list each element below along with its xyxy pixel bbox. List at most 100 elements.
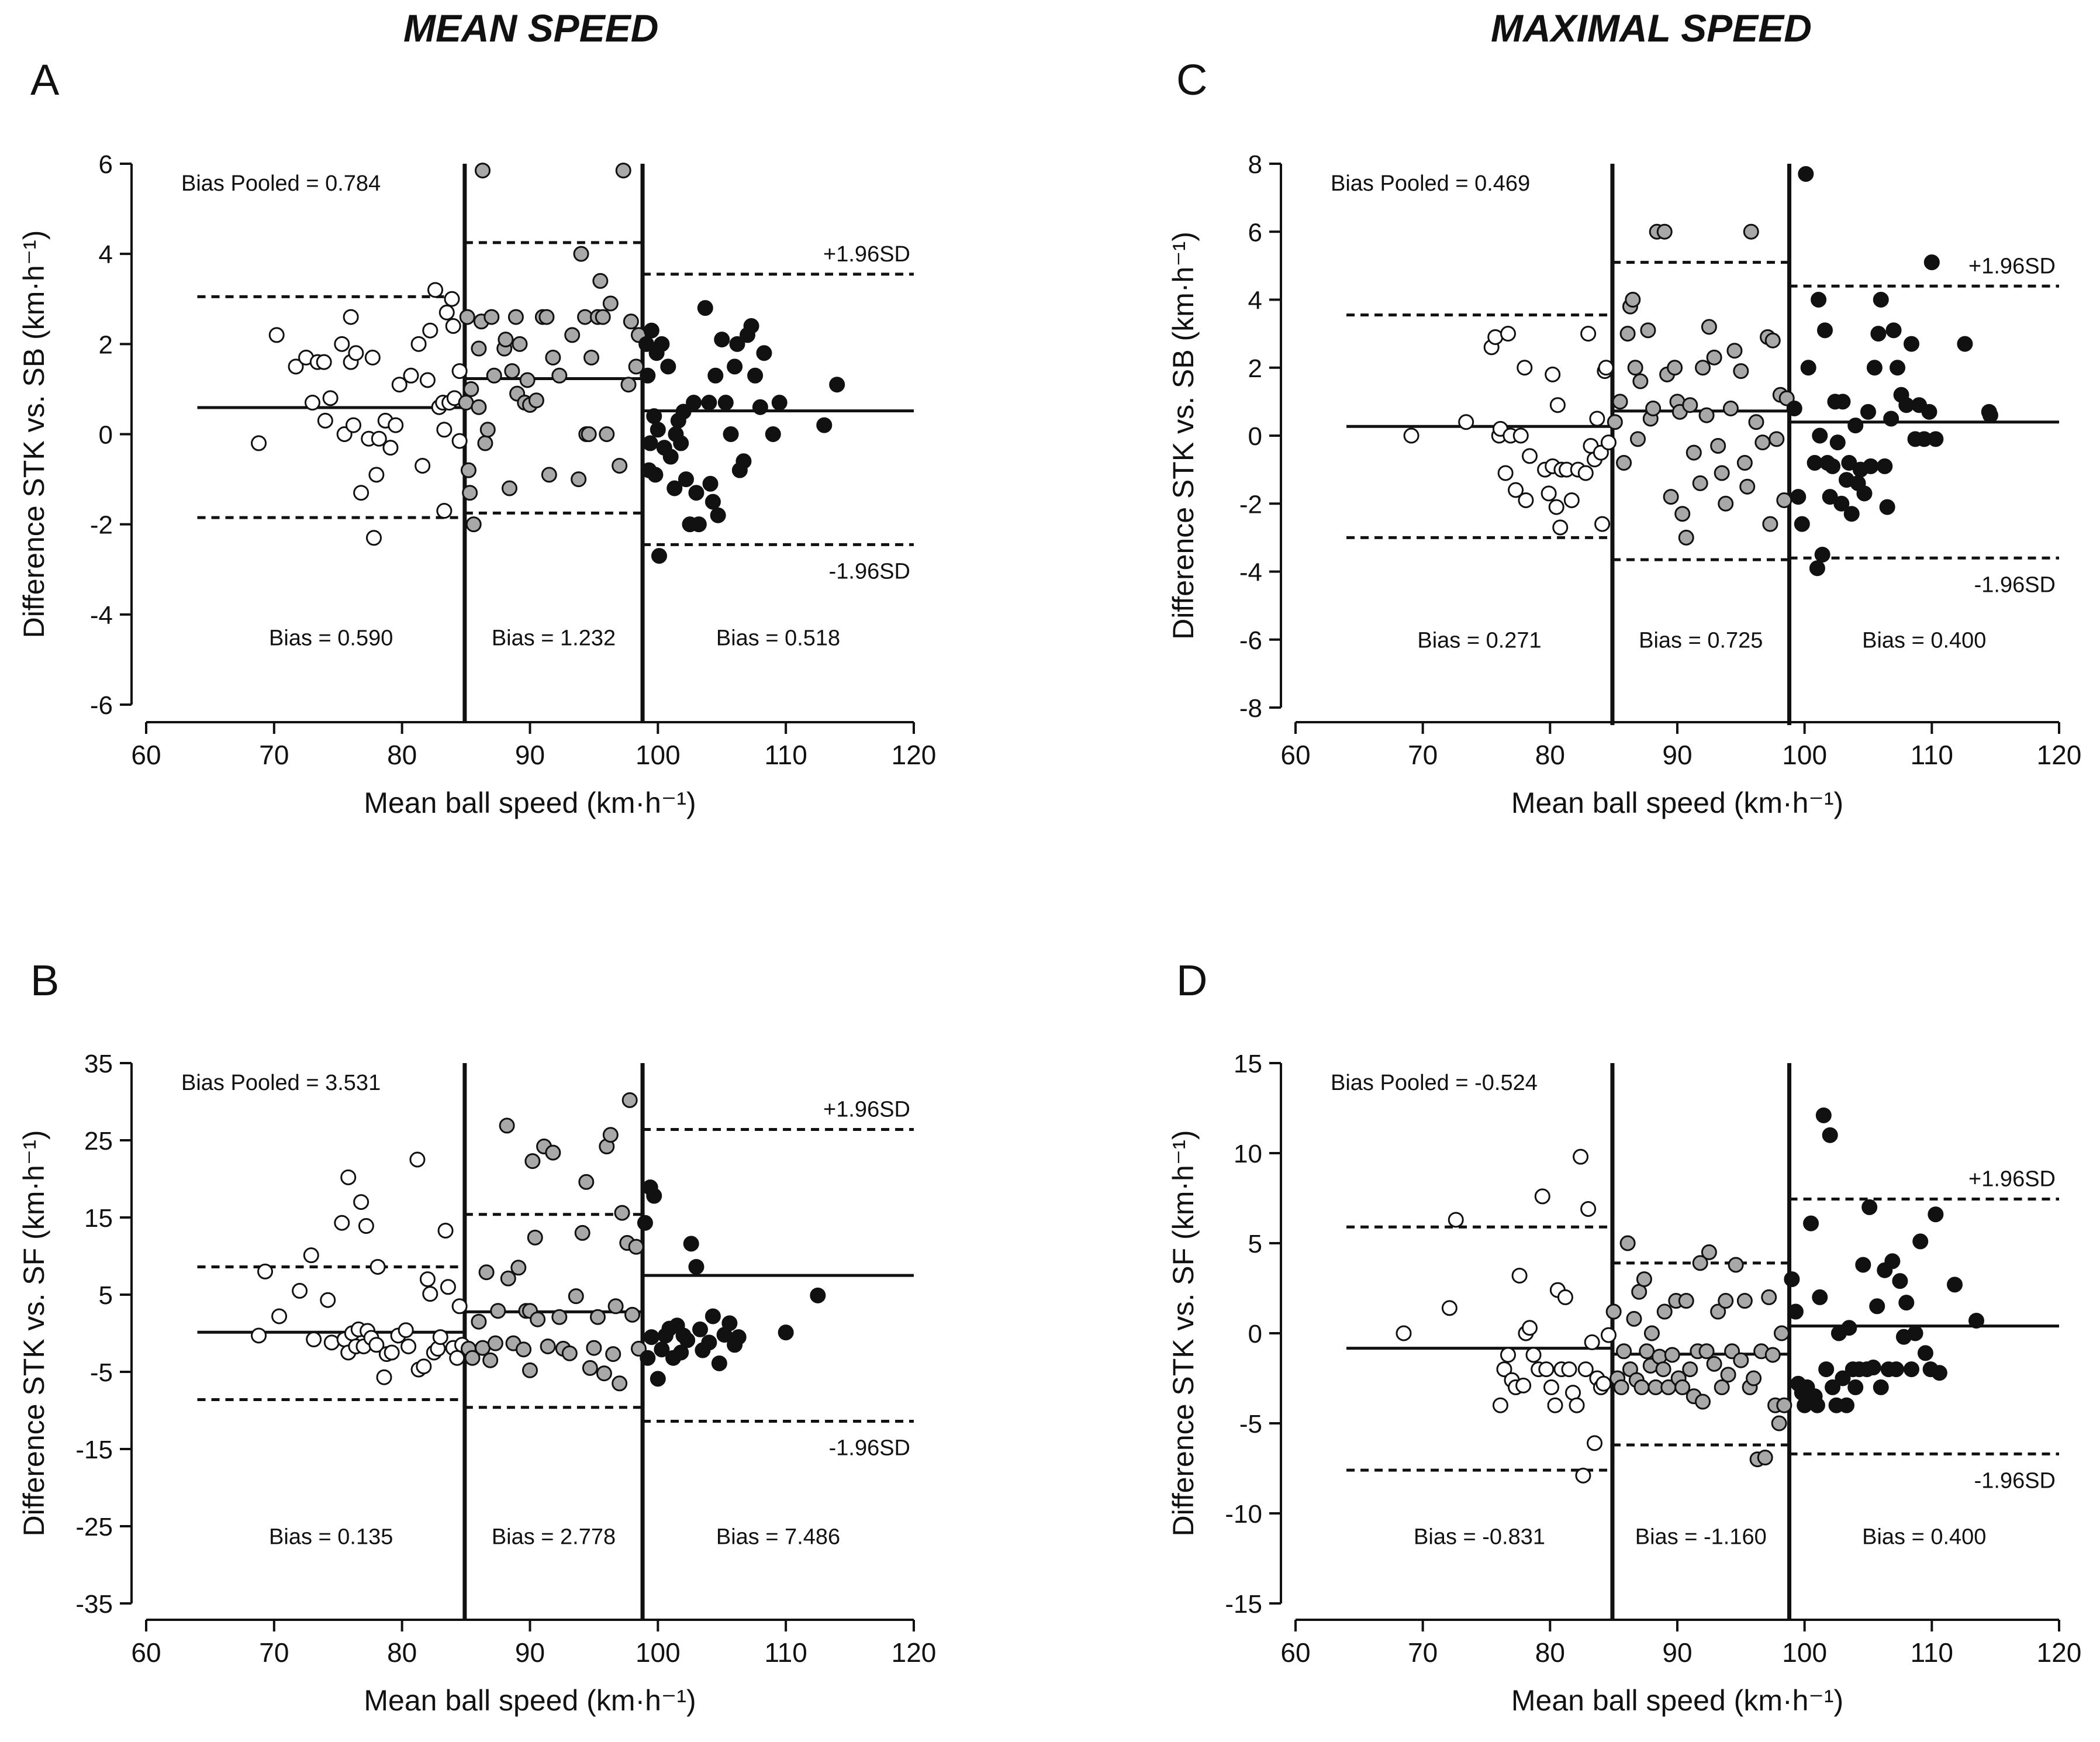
- data-point-slow-c: [1552, 519, 1569, 536]
- data-point-medium-c: [1678, 529, 1694, 546]
- x-tick-label-d: 110: [1911, 1637, 1953, 1668]
- data-point-medium-a: [507, 309, 524, 325]
- data-point-fast-a: [702, 475, 719, 492]
- data-point-slow-a: [422, 322, 438, 339]
- data-point-fast-c: [1928, 431, 1944, 447]
- data-point-slow-d: [1500, 1347, 1517, 1363]
- data-point-medium-d: [1656, 1303, 1673, 1320]
- data-point-slow-d: [1547, 1397, 1563, 1413]
- data-point-slow-a: [415, 457, 431, 474]
- data-point-fast-a: [747, 367, 764, 384]
- x-tick-label-a: 120: [892, 740, 937, 770]
- data-point-fast-c: [1835, 394, 1851, 410]
- lower-sd-label-a: -1.96SD: [829, 559, 910, 584]
- data-point-fast-c: [1822, 489, 1838, 505]
- data-point-slow-c: [1577, 465, 1594, 481]
- data-point-medium-b: [578, 1174, 595, 1190]
- x-tick-label-b: 90: [515, 1637, 545, 1668]
- data-point-fast-a: [688, 485, 704, 501]
- data-point-fast-c: [1883, 411, 1899, 427]
- data-point-fast-a: [651, 548, 668, 564]
- data-point-slow-b: [416, 1358, 432, 1375]
- data-point-slow-c: [1589, 411, 1605, 427]
- data-point-slow-c: [1497, 465, 1514, 481]
- data-point-medium-a: [471, 340, 487, 357]
- data-point-medium-c: [1698, 407, 1715, 423]
- data-point-fast-b: [650, 1371, 666, 1387]
- data-point-fast-c: [1809, 560, 1825, 577]
- x-tick-label-a: 60: [131, 740, 161, 770]
- data-point-slow-d: [1534, 1188, 1550, 1205]
- data-point-fast-d: [1873, 1379, 1889, 1395]
- data-point-medium-d: [1674, 1379, 1691, 1395]
- data-point-medium-c: [1726, 343, 1743, 359]
- data-point-medium-b: [628, 1239, 644, 1255]
- x-tick-label-c: 90: [1662, 740, 1692, 770]
- data-point-slow-b: [398, 1322, 414, 1339]
- x-tick-label-b: 120: [892, 1637, 937, 1668]
- data-point-medium-a: [477, 435, 493, 451]
- data-point-medium-b: [500, 1270, 516, 1286]
- data-point-fast-c: [1841, 455, 1857, 471]
- data-point-slow-a: [288, 358, 304, 375]
- data-point-slow-d: [1496, 1361, 1512, 1378]
- y-axis-label-c: Difference STK vs. SB (km·h⁻¹): [1167, 232, 1200, 640]
- data-point-fast-a: [723, 426, 739, 442]
- x-axis-label-b: Mean ball speed (km·h⁻¹): [364, 1684, 696, 1717]
- data-point-medium-a: [471, 399, 487, 415]
- y-tick-label-d: 15: [1234, 1050, 1262, 1078]
- data-point-medium-b: [530, 1311, 546, 1327]
- data-point-medium-a: [460, 462, 476, 478]
- data-point-medium-c: [1736, 455, 1753, 471]
- data-point-medium-a: [501, 480, 517, 496]
- data-point-fast-c: [1877, 458, 1893, 474]
- lower-sd-label-c: -1.96SD: [1974, 572, 2056, 597]
- bias-pooled-label-b: Bias Pooled = 3.531: [181, 1071, 381, 1095]
- y-tick-label-b: -15: [75, 1436, 113, 1464]
- data-point-slow-c: [1403, 427, 1419, 444]
- data-point-fast-d: [1784, 1271, 1800, 1288]
- data-point-slow-a: [304, 395, 320, 411]
- data-point-medium-d: [1695, 1393, 1711, 1410]
- data-point-slow-c: [1508, 482, 1524, 498]
- data-point-slow-a: [451, 433, 468, 449]
- data-point-medium-c: [1692, 475, 1708, 491]
- panel-letter-a: A: [30, 58, 60, 104]
- chart-panel-a: A -6 -4 -2 0 2 4 6 60 70 80 90 100 110 120 Mean ball sp…: [18, 58, 937, 819]
- data-point-slow-d: [1577, 1361, 1594, 1378]
- data-point-medium-d: [1626, 1310, 1642, 1327]
- data-point-medium-d: [1728, 1257, 1744, 1273]
- data-point-fast-c: [1798, 165, 1814, 182]
- x-tick-label-a: 100: [635, 740, 681, 770]
- y-tick-label-d: 5: [1248, 1230, 1262, 1258]
- data-point-medium-b: [464, 1350, 481, 1366]
- data-point-medium-c: [1685, 444, 1702, 461]
- data-point-fast-b: [679, 1332, 696, 1348]
- data-point-fast-c: [1923, 254, 1940, 271]
- data-point-slow-a: [364, 349, 381, 365]
- data-point-medium-c: [1630, 431, 1646, 447]
- data-point-slow-a: [353, 485, 369, 501]
- x-tick-label-d: 60: [1280, 1637, 1310, 1668]
- data-point-fast-d: [1888, 1361, 1904, 1378]
- data-point-fast-d: [1855, 1257, 1871, 1273]
- x-tick-label-d: 70: [1408, 1637, 1438, 1668]
- data-point-fast-a: [638, 336, 655, 352]
- data-point-fast-c: [1873, 292, 1889, 308]
- data-point-fast-a: [646, 408, 662, 425]
- data-point-medium-b: [574, 1224, 590, 1241]
- data-point-medium-c: [1776, 492, 1792, 508]
- data-point-fast-c: [1904, 336, 1920, 352]
- data-point-slow-b: [419, 1271, 436, 1288]
- data-point-fast-a: [650, 422, 666, 438]
- data-point-medium-c: [1607, 414, 1623, 430]
- data-point-medium-b: [586, 1340, 602, 1356]
- data-point-medium-a: [551, 367, 568, 384]
- data-point-medium-d: [1616, 1343, 1632, 1360]
- data-point-slow-d: [1396, 1325, 1412, 1341]
- data-point-fast-a: [729, 336, 745, 352]
- data-point-slow-c: [1580, 326, 1597, 342]
- y-axis-label-b: Difference STK vs. SF (km·h⁻¹): [18, 1130, 50, 1536]
- data-point-medium-c: [1739, 478, 1756, 495]
- x-tick-label-c: 60: [1280, 740, 1310, 770]
